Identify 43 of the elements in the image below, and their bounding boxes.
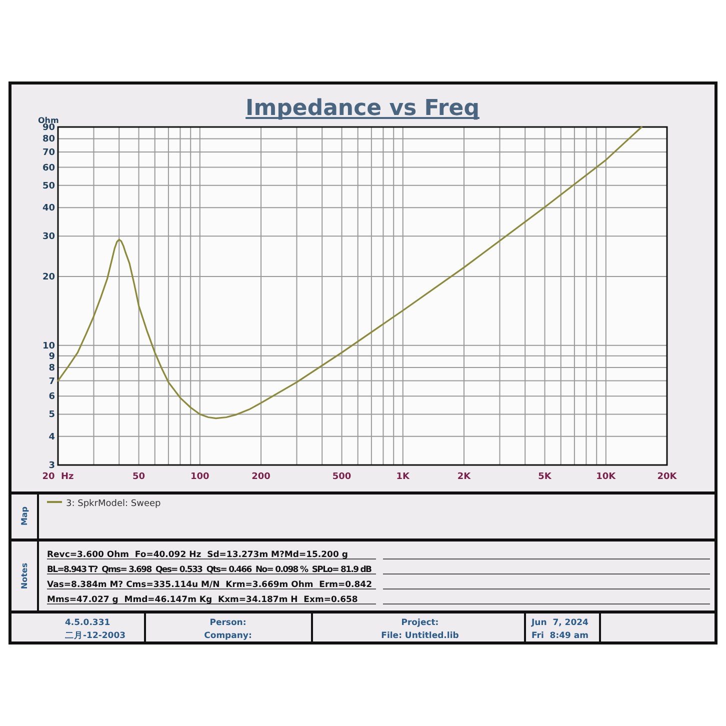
y-tick-label: 3 (48, 461, 55, 471)
text: Company: (204, 631, 252, 641)
x-tick-label: 200 (252, 472, 270, 482)
text: File: Untitled.lib (381, 631, 459, 641)
y-tick-label: 30 (42, 232, 55, 242)
y-axis-title: Ohm (38, 116, 59, 125)
text: Project: (401, 618, 439, 628)
y-tick-label: 40 (42, 204, 55, 214)
y-tick-label: 50 (42, 181, 55, 192)
text: 二月-12-2003 (65, 630, 126, 641)
x-tick-label: 5K (538, 472, 552, 482)
y-tick-label: 4 (48, 432, 55, 442)
legend-label: 3: SpkrModel: Sweep (66, 499, 162, 509)
y-tick-label: 7 (48, 376, 55, 387)
text: Vas=8.384m M? Cms=335.114u M/N Krm=3.669m Ohm Erm=0.842 (47, 580, 372, 590)
text: Jun 7, 2024 (530, 618, 589, 628)
y-tick-label: 6 (48, 392, 55, 402)
y-tick-label: 70 (42, 148, 55, 158)
text: 4.5.0.331 (65, 618, 110, 628)
text: Fri 8:49 am (532, 631, 589, 641)
text: Map (20, 506, 29, 526)
x-tick-label: 50 (132, 472, 146, 482)
y-tick-label: 5 (48, 410, 55, 420)
text: Mms=47.027 g Mmd=46.147m Kg Kxm=34.187m H Exm=0.658 (47, 595, 358, 605)
text: Person: (210, 618, 246, 628)
x-tick-label: 20 Hz (42, 472, 74, 482)
text: Revc=3.600 Ohm Fo=40.092 Hz Sd=13.273m M?Md=15.200 g (47, 550, 348, 560)
y-tick-label: 90 (42, 123, 55, 133)
y-tick-label: 9 (48, 352, 55, 362)
text: BL=8.943 T? Qms= 3.698 Qes= 0.533 Qts= 0.466 No= 0.098 % SPLo= 81.9 dB (47, 565, 372, 575)
x-tick-label: 500 (332, 472, 352, 482)
x-tick-label: 10K (596, 472, 617, 482)
chart-title: Impedance vs Freq (246, 96, 480, 121)
y-tick-label: 60 (42, 163, 55, 174)
y-tick-label: 8 (48, 364, 55, 374)
x-tick-label: 1K (396, 472, 411, 482)
x-tick-label: 2K (457, 472, 472, 482)
y-tick-label: 10 (42, 341, 55, 352)
x-tick-label: 100 (190, 472, 210, 482)
x-tick-label: 20K (657, 472, 678, 482)
text: Notes (20, 562, 29, 590)
y-tick-label: 20 (42, 272, 55, 282)
y-tick-label: 80 (42, 134, 55, 145)
